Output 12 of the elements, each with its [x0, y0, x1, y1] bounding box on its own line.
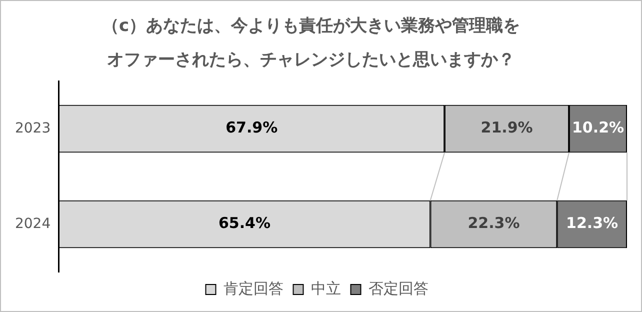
data-label: 22.3%: [468, 214, 520, 232]
data-label: 67.9%: [226, 118, 278, 137]
data-label: 65.4%: [218, 214, 271, 232]
data-label: 10.2%: [572, 118, 624, 137]
legend-label: 否定回答: [368, 279, 428, 298]
data-label: 12.3%: [566, 214, 618, 232]
y-tick-label: 2024: [14, 216, 51, 232]
data-label: 21.9%: [480, 118, 533, 137]
chart-title: （c）あなたは、今よりも責任が大きい業務や管理職をオファーされたら、チャレンジしたいと思いますか？: [101, 15, 521, 72]
legend-label: 肯定回答: [223, 279, 284, 298]
y-tick-label: 2023: [14, 120, 51, 136]
legend-label: 中立: [310, 279, 341, 298]
